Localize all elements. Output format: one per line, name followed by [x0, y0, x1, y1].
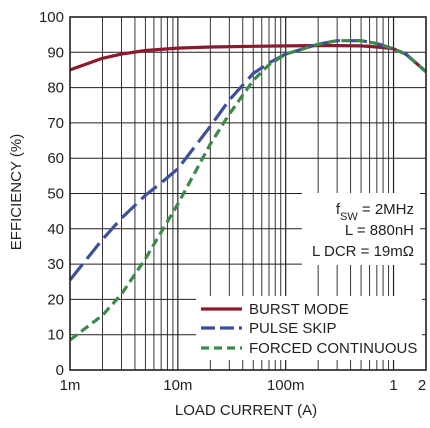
legend: BURST MODE PULSE SKIP FORCED CONTINUOUS — [201, 301, 417, 357]
annotation-line: L = 880nH — [345, 222, 414, 239]
y-axis-label: EFFICIENCY (%) — [8, 134, 25, 250]
legend-label: FORCED CONTINUOUS — [249, 340, 417, 357]
y-tick-label: 0 — [56, 362, 64, 379]
series-line-forced-continuous — [69, 39, 428, 342]
y-tick-label: 40 — [47, 221, 64, 238]
y-tick-label: 90 — [47, 44, 64, 61]
annotation-line: L DCR = 19mΩ — [312, 243, 414, 260]
annotation-line: fSW = 2MHz — [336, 201, 414, 223]
x-tick-labels: 1m 10m 100m 1 2 — [60, 377, 427, 394]
x-tick-label: 10m — [163, 377, 192, 394]
legend-label: BURST MODE — [249, 301, 349, 318]
y-tick-label: 60 — [47, 150, 64, 167]
legend-label: PULSE SKIP — [249, 320, 337, 337]
y-tick-label: 70 — [47, 115, 64, 132]
annotation-background — [302, 193, 420, 265]
y-tick-label: 50 — [47, 186, 64, 203]
x-tick-label: 100m — [267, 377, 305, 394]
y-tick-label: 20 — [47, 291, 64, 308]
y-tick-label: 80 — [47, 80, 64, 97]
x-tick-label: 1 — [389, 377, 397, 394]
y-tick-label: 30 — [47, 256, 64, 273]
plot-frame — [69, 16, 427, 371]
series-line-pulse-skip — [68, 39, 428, 281]
y-tick-label: 10 — [47, 327, 64, 344]
x-tick-label: 1m — [60, 377, 81, 394]
y-tick-label: 100 — [39, 9, 64, 26]
x-axis-label: LOAD CURRENT (A) — [175, 402, 317, 419]
y-tick-labels: 0 10 20 30 40 50 60 70 80 90 100 — [39, 9, 64, 379]
series-line-burst-mode — [69, 43, 428, 73]
series-lines — [68, 39, 428, 342]
x-tick-label: 2 — [418, 377, 426, 394]
